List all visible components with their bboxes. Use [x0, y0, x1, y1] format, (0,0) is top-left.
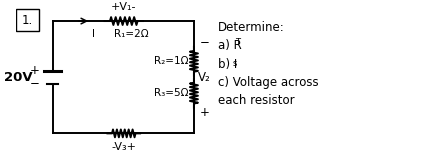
Text: c) Voltage across: c) Voltage across	[218, 76, 318, 89]
Text: Determine:: Determine:	[218, 21, 284, 34]
Text: 1.: 1.	[22, 14, 33, 27]
Text: b) I: b) I	[218, 58, 237, 71]
Text: R₂=1Ω: R₂=1Ω	[153, 56, 188, 66]
Text: +: +	[29, 64, 39, 77]
Text: T: T	[234, 38, 239, 47]
Text: a) R: a) R	[218, 39, 241, 52]
Text: −: −	[199, 36, 209, 49]
Text: 20V: 20V	[4, 71, 32, 84]
Text: R₃=5Ω: R₃=5Ω	[153, 88, 188, 98]
Text: I: I	[92, 29, 95, 39]
Text: −: −	[29, 77, 39, 90]
Text: each resistor: each resistor	[218, 94, 294, 107]
Text: +: +	[199, 106, 209, 119]
Text: s: s	[232, 59, 237, 68]
Text: -V₃+: -V₃+	[111, 142, 136, 152]
Text: R₁=2Ω: R₁=2Ω	[114, 29, 148, 39]
Text: +V₁-: +V₁-	[111, 2, 136, 12]
Text: V₂: V₂	[198, 71, 210, 84]
FancyBboxPatch shape	[16, 9, 39, 31]
